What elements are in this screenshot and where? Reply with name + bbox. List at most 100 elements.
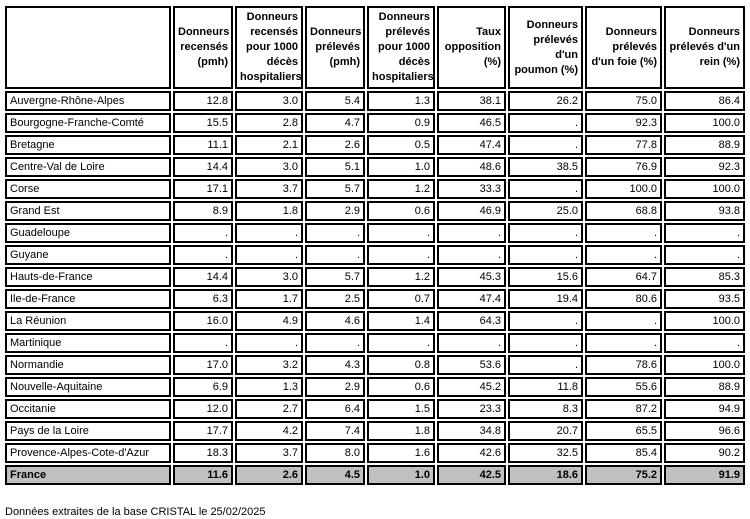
region-name: Hauts-de-France bbox=[5, 267, 171, 287]
value-cell: 2.9 bbox=[305, 201, 365, 221]
value-cell: 75.0 bbox=[585, 91, 662, 111]
value-cell: 77.8 bbox=[585, 135, 662, 155]
value-cell: 1.8 bbox=[367, 421, 435, 441]
value-cell: . bbox=[437, 223, 506, 243]
value-cell: 0.5 bbox=[367, 135, 435, 155]
table-body: Auvergne-Rhône-Alpes 12.8 3.0 5.4 1.3 38.1 26.… bbox=[5, 91, 745, 485]
value-cell: 18.3 bbox=[173, 443, 233, 463]
value-cell: 3.0 bbox=[235, 267, 303, 287]
value-cell: 6.9 bbox=[173, 377, 233, 397]
value-cell: 4.7 bbox=[305, 113, 365, 133]
value-cell: . bbox=[367, 223, 435, 243]
value-cell: . bbox=[235, 223, 303, 243]
region-name: Provence-Alpes-Cote-d'Azur bbox=[5, 443, 171, 463]
region-name: Bourgogne-Franche-Comté bbox=[5, 113, 171, 133]
value-cell: . bbox=[305, 333, 365, 353]
value-cell: 92.3 bbox=[585, 113, 662, 133]
value-cell: 46.9 bbox=[437, 201, 506, 221]
value-cell: 100.0 bbox=[664, 179, 745, 199]
region-name: Normandie bbox=[5, 355, 171, 375]
header-row: Donneurs recensés (pmh) Donneurs recensé… bbox=[5, 6, 745, 89]
region-name: Grand Est bbox=[5, 201, 171, 221]
value-cell: 5.4 bbox=[305, 91, 365, 111]
value-cell: . bbox=[508, 311, 583, 331]
value-cell: . bbox=[585, 223, 662, 243]
value-cell: 26.2 bbox=[508, 91, 583, 111]
source-note: Données extraites de la base CRISTAL le … bbox=[5, 506, 266, 518]
value-cell: 64.3 bbox=[437, 311, 506, 331]
value-cell: 75.2 bbox=[585, 465, 662, 485]
value-cell: 32.5 bbox=[508, 443, 583, 463]
table-row: Martinique........ bbox=[5, 333, 745, 353]
header-region bbox=[5, 6, 171, 89]
value-cell: 15.6 bbox=[508, 267, 583, 287]
value-cell: 55.6 bbox=[585, 377, 662, 397]
table-row: Hauts-de-France 14.4 3.0 5.7 1.2 45.3 15.6 64.7… bbox=[5, 267, 745, 287]
value-cell: 90.2 bbox=[664, 443, 745, 463]
header-donneurs-recenses-pmh: Donneurs recensés (pmh) bbox=[173, 6, 233, 89]
table-row: Grand Est 8.9 1.8 2.9 0.6 46.9 25.0 68.8 93.8 bbox=[5, 201, 745, 221]
value-cell: . bbox=[585, 311, 662, 331]
value-cell: 6.3 bbox=[173, 289, 233, 309]
value-cell: 1.7 bbox=[235, 289, 303, 309]
value-cell: 0.9 bbox=[367, 113, 435, 133]
value-cell: 76.9 bbox=[585, 157, 662, 177]
value-cell: 4.9 bbox=[235, 311, 303, 331]
value-cell: 1.2 bbox=[367, 179, 435, 199]
value-cell: 2.1 bbox=[235, 135, 303, 155]
table-row: Ile-de-France 6.3 1.7 2.5 0.7 47.4 19.4 80.6 93.… bbox=[5, 289, 745, 309]
table-row: Centre-Val de Loire 14.4 3.0 5.1 1.0 48.6 38.5… bbox=[5, 157, 745, 177]
value-cell: 85.4 bbox=[585, 443, 662, 463]
value-cell: 4.3 bbox=[305, 355, 365, 375]
value-cell: 78.6 bbox=[585, 355, 662, 375]
value-cell: 53.6 bbox=[437, 355, 506, 375]
region-name: Corse bbox=[5, 179, 171, 199]
table-row: Auvergne-Rhône-Alpes 12.8 3.0 5.4 1.3 38.1 26.… bbox=[5, 91, 745, 111]
table-row: Normandie 17.0 3.2 4.3 0.8 53.6. 78.6 100.0 bbox=[5, 355, 745, 375]
table-row: Guadeloupe........ bbox=[5, 223, 745, 243]
value-cell: 20.7 bbox=[508, 421, 583, 441]
value-cell: . bbox=[367, 333, 435, 353]
value-cell: 93.8 bbox=[664, 201, 745, 221]
value-cell: 4.6 bbox=[305, 311, 365, 331]
value-cell: 19.4 bbox=[508, 289, 583, 309]
value-cell: 1.3 bbox=[235, 377, 303, 397]
value-cell: . bbox=[508, 179, 583, 199]
value-cell: 38.5 bbox=[508, 157, 583, 177]
value-cell: 42.6 bbox=[437, 443, 506, 463]
value-cell: 18.6 bbox=[508, 465, 583, 485]
header-donneurs-preleves-1000-deces: Donneurs prélevés pour 1000 décès hospit… bbox=[367, 6, 435, 89]
region-name: Guadeloupe bbox=[5, 223, 171, 243]
value-cell: 42.5 bbox=[437, 465, 506, 485]
value-cell: 88.9 bbox=[664, 377, 745, 397]
value-cell: 1.4 bbox=[367, 311, 435, 331]
value-cell: . bbox=[508, 333, 583, 353]
value-cell: . bbox=[305, 223, 365, 243]
value-cell: 1.8 bbox=[235, 201, 303, 221]
value-cell: 7.4 bbox=[305, 421, 365, 441]
region-name: Pays de la Loire bbox=[5, 421, 171, 441]
value-cell: 80.6 bbox=[585, 289, 662, 309]
header-taux-opposition: Taux opposition (%) bbox=[437, 6, 506, 89]
value-cell: 4.2 bbox=[235, 421, 303, 441]
header-preleves-rein: Donneurs prélevés d'un rein (%) bbox=[664, 6, 745, 89]
value-cell: 0.6 bbox=[367, 201, 435, 221]
table-row: Bourgogne-Franche-Comté 15.5 2.8 4.7 0.9 46.5… bbox=[5, 113, 745, 133]
value-cell: . bbox=[367, 245, 435, 265]
value-cell: . bbox=[173, 223, 233, 243]
value-cell: 94.9 bbox=[664, 399, 745, 419]
value-cell: 64.7 bbox=[585, 267, 662, 287]
value-cell: 48.6 bbox=[437, 157, 506, 177]
value-cell: . bbox=[437, 245, 506, 265]
total-row: France 11.6 2.6 4.5 1.0 42.5 18.6 75.2 91.9 bbox=[5, 465, 745, 485]
value-cell: 87.2 bbox=[585, 399, 662, 419]
value-cell: 1.0 bbox=[367, 465, 435, 485]
value-cell: . bbox=[508, 245, 583, 265]
value-cell: 34.8 bbox=[437, 421, 506, 441]
value-cell: 100.0 bbox=[664, 113, 745, 133]
table-header: Donneurs recensés (pmh) Donneurs recensé… bbox=[5, 6, 745, 89]
value-cell: 2.5 bbox=[305, 289, 365, 309]
value-cell: 1.3 bbox=[367, 91, 435, 111]
region-name: Martinique bbox=[5, 333, 171, 353]
